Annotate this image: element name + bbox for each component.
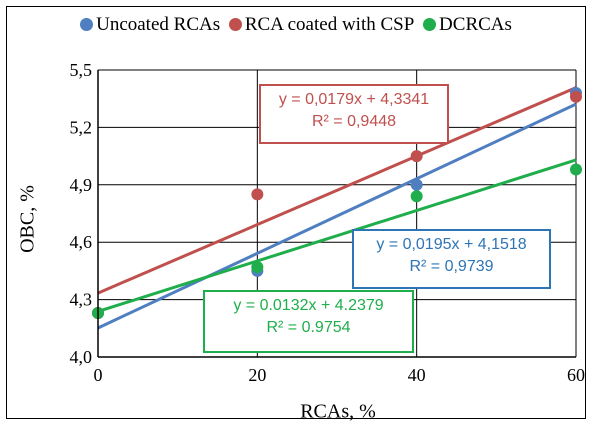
trendline-label-uncoated: y = 0,0195x + 4,1518 R² = 0,9739 [352, 229, 551, 289]
x-axis-label: RCAs, % [300, 400, 376, 423]
x-tick-label: 0 [94, 365, 103, 385]
y-tick-label: 4,0 [70, 347, 93, 367]
x-tick-label: 20 [248, 365, 266, 385]
legend-label-dcrcas: DCRCAs [439, 14, 512, 35]
trendline-dcrcas [97, 158, 577, 313]
legend-label-csp: RCA coated with CSP [244, 14, 415, 35]
trendline-r2-csp: R² = 0,9448 [311, 113, 397, 130]
data-point-dcrcas [410, 190, 423, 203]
legend-marker-csp [228, 18, 242, 31]
legend-item-csp: RCA coated with CSP [228, 14, 415, 36]
trendline-equation-dcrcas: y = 0.0132x + 4.2379 [233, 297, 384, 314]
trendline-label-dcrcas: y = 0.0132x + 4.2379 R² = 0.9754 [203, 290, 414, 353]
trendline-uncoated [97, 102, 577, 330]
y-tick-label: 4,6 [70, 232, 93, 252]
trendline-csp [97, 86, 577, 295]
data-point-csp [410, 150, 423, 163]
data-point-csp [251, 188, 264, 201]
trendline-label-csp: y = 0,0179x + 4,3341 R² = 0,9448 [259, 84, 449, 144]
trendline-equation-uncoated: y = 0,0195x + 4,1518 [376, 236, 527, 253]
legend-item-uncoated: Uncoated RCAs [80, 14, 220, 36]
trendline-r2-dcrcas: R² = 0.9754 [266, 319, 351, 336]
legend-marker-uncoated [80, 18, 94, 31]
x-tick-label: 40 [408, 365, 426, 385]
data-point-dcrcas [570, 163, 582, 176]
trendline-equation-csp: y = 0,0179x + 4,3341 [278, 91, 430, 108]
data-point-dcrcas [251, 261, 264, 274]
data-point-csp [570, 90, 582, 103]
y-tick-label: 4,3 [70, 290, 93, 310]
chart-legend: Uncoated RCAs RCA coated with CSP DCRCAs [0, 14, 592, 36]
trendline-r2-uncoated: R² = 0,9739 [409, 258, 494, 275]
legend-marker-dcrcas [423, 18, 437, 31]
legend-label-uncoated: Uncoated RCAs [96, 14, 221, 35]
y-tick-label: 5,2 [70, 117, 93, 137]
legend-item-dcrcas: DCRCAs [423, 14, 512, 36]
y-axis-label: OBC, % [16, 185, 39, 253]
data-point-uncoated [410, 178, 423, 191]
x-tick-label: 60 [567, 365, 585, 385]
y-tick-label: 5,5 [70, 60, 93, 80]
y-tick-label: 4,9 [70, 175, 93, 195]
